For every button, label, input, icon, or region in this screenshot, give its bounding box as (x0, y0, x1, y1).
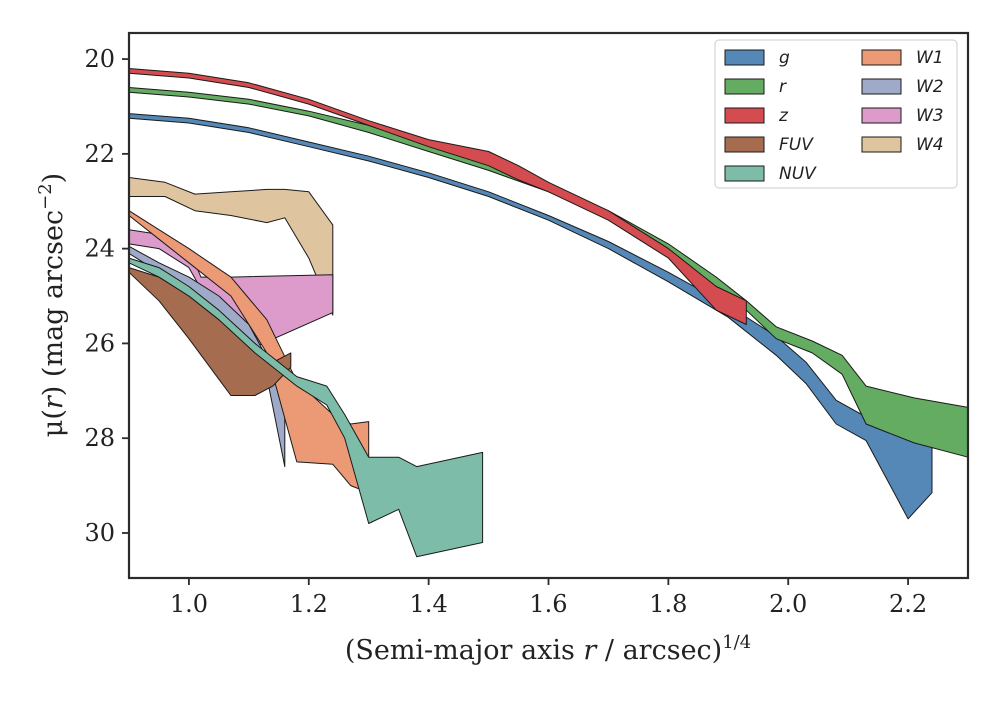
legend-label: z (778, 106, 789, 126)
legend-label: FUV (779, 135, 814, 155)
y-tick-label: 26 (84, 329, 115, 357)
legend-label: W3 (916, 106, 944, 126)
y-tick-label: 22 (84, 140, 115, 168)
x-axis-ticks: 1.0 1.2 1.4 1.6 1.8 2.0 2.2 (170, 578, 927, 618)
legend-swatch (861, 107, 902, 124)
legend-label: W2 (916, 77, 944, 97)
legend-label: g (779, 48, 790, 68)
legend-swatch (724, 107, 765, 124)
x-tick-label: 2.0 (769, 590, 807, 618)
y-tick-label: 20 (84, 45, 115, 73)
y-tick-label: 30 (84, 519, 115, 547)
legend-item-w4: W4 (861, 135, 944, 155)
legend-label: NUV (779, 164, 817, 184)
x-tick-label: 1.4 (410, 590, 448, 618)
legend-item-nuv: NUV (724, 164, 817, 184)
legend-item-w2: W2 (861, 77, 944, 97)
y-axis-ticks: 20 22 24 26 28 30 (84, 45, 129, 547)
legend-label: r (779, 77, 787, 97)
legend-item-w1: W1 (861, 48, 944, 68)
series-bands (128, 68, 969, 558)
y-axis-label: μ(r) (mag arcsec−2) (35, 173, 69, 437)
legend-swatch (724, 165, 765, 182)
legend-swatch (861, 136, 902, 153)
legend-item-z: z (724, 106, 789, 126)
legend-item-g: g (724, 48, 790, 68)
x-tick-label: 1.8 (649, 590, 687, 618)
x-tick-label: 1.6 (529, 590, 567, 618)
band-nuv (128, 257, 484, 558)
legend-item-r: r (724, 77, 787, 97)
legend-swatch (724, 49, 765, 66)
legend-label: W1 (916, 48, 944, 68)
band-z (128, 68, 747, 325)
legend-swatch (861, 49, 902, 66)
legend-swatch (861, 78, 902, 95)
x-tick-label: 2.2 (889, 590, 927, 618)
legend-swatch (724, 78, 765, 95)
legend-swatch (724, 136, 765, 153)
legend-label: W4 (916, 135, 944, 155)
y-tick-label: 24 (84, 235, 115, 263)
legend: grz FUV NUV W1 W2 W3 W4 (714, 39, 958, 189)
legend-item-w3: W3 (861, 106, 944, 126)
y-tick-label: 28 (84, 424, 115, 452)
x-tick-label: 1.0 (170, 590, 208, 618)
band-g (128, 113, 933, 520)
x-tick-label: 1.2 (290, 590, 328, 618)
x-axis-label: (Semi-major axis r / arcsec)1/4 (345, 632, 751, 666)
band-w4 (128, 177, 334, 316)
legend-item-fuv: FUV (724, 135, 814, 155)
